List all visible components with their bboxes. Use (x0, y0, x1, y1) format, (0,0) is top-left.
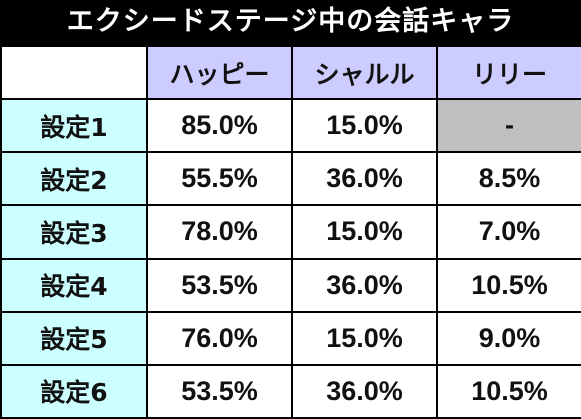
row-header: 設定2 (0, 151, 148, 207)
table-row: 設定2 55.5% 36.0% 8.5% (0, 151, 581, 207)
table-cell: 9.0% (436, 310, 581, 366)
table-cell: 7.0% (436, 204, 581, 260)
corner-cell (0, 44, 148, 101)
row-header: 設定3 (0, 204, 148, 260)
row-header: 設定5 (0, 310, 148, 366)
table-cell: 36.0% (291, 363, 438, 419)
table-cell: 78.0% (146, 204, 293, 260)
table-cell-empty: - (436, 98, 581, 154)
row-header: 設定6 (0, 363, 148, 419)
table-cell: 15.0% (291, 98, 438, 154)
probability-table: ハッピー シャルル リリー 設定1 85.0% 15.0% - 設定2 55.5… (0, 44, 581, 419)
table-row: 設定1 85.0% 15.0% - (0, 98, 581, 154)
table-row: 設定5 76.0% 15.0% 9.0% (0, 310, 581, 366)
table-cell: 36.0% (291, 257, 438, 313)
row-header: 設定4 (0, 257, 148, 313)
table-cell: 15.0% (291, 204, 438, 260)
table-row: 設定6 53.5% 36.0% 10.5% (0, 363, 581, 419)
column-header: ハッピー (146, 44, 293, 101)
table-title: エクシードステージ中の会話キャラ (0, 0, 581, 44)
column-header: リリー (436, 44, 581, 101)
table-cell: 85.0% (146, 98, 293, 154)
table-cell: 15.0% (291, 310, 438, 366)
table-cell: 36.0% (291, 151, 438, 207)
table-cell: 55.5% (146, 151, 293, 207)
header-row: ハッピー シャルル リリー (0, 44, 581, 101)
row-header: 設定1 (0, 98, 148, 154)
column-header: シャルル (291, 44, 438, 101)
table-cell: 76.0% (146, 310, 293, 366)
table-cell: 53.5% (146, 363, 293, 419)
table-cell: 8.5% (436, 151, 581, 207)
table-row: 設定4 53.5% 36.0% 10.5% (0, 257, 581, 313)
table-cell: 10.5% (436, 257, 581, 313)
table-cell: 53.5% (146, 257, 293, 313)
table-cell: 10.5% (436, 363, 581, 419)
table-row: 設定3 78.0% 15.0% 7.0% (0, 204, 581, 260)
